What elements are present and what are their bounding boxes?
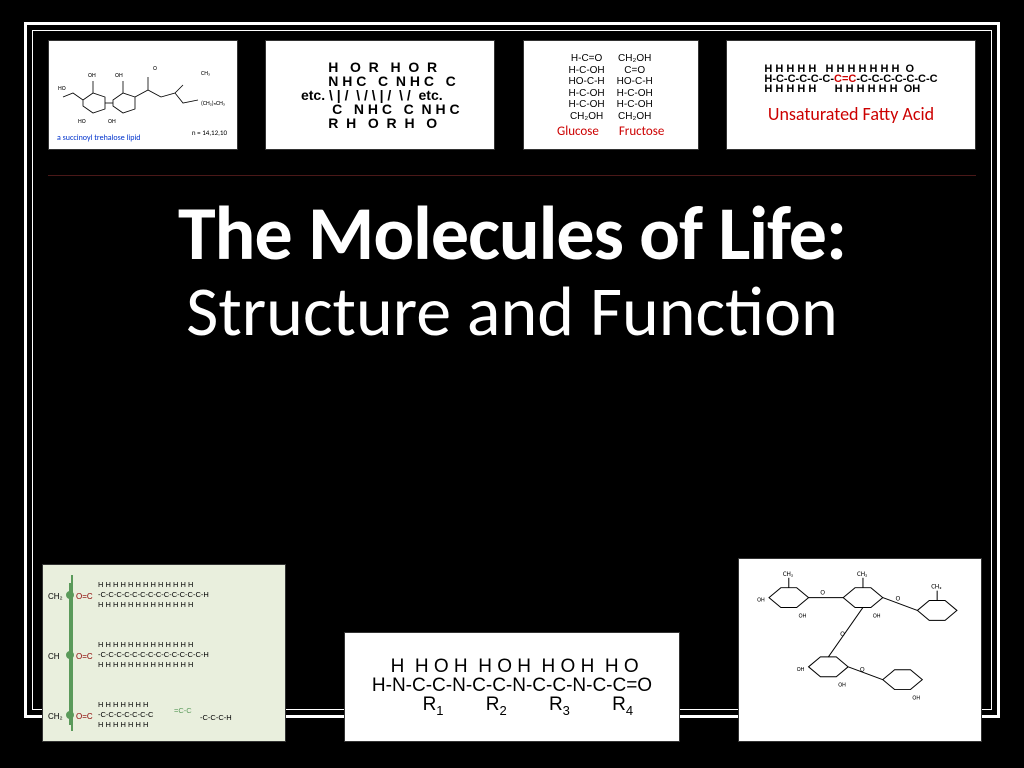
svg-text:OH: OH	[912, 693, 920, 701]
svg-text:O: O	[153, 64, 157, 72]
svg-text:O=C: O=C	[76, 712, 93, 721]
glucose-structure: H-C=O H-C-OH HO-C-H H-C-OH H-C-OH CH₂OH	[569, 53, 605, 122]
svg-text:CH₃: CH₃	[201, 69, 210, 77]
svg-text:(CH₂)ₙCH₃: (CH₂)ₙCH₃	[201, 99, 225, 107]
trehalose-caption: a succinoyl trehalose lipid	[57, 133, 140, 143]
top-image-row: O CH₃ (CH₂)ₙCH₃ HO OH OH HO OH a succino…	[48, 40, 976, 150]
svg-text:H H H H H H H H H H H H H: H H H H H H H H H H H H H	[98, 600, 193, 609]
svg-text:-C-C-C-C-C-C-C: -C-C-C-C-C-C-C	[98, 710, 154, 719]
svg-text:OH: OH	[873, 611, 881, 619]
svg-text:H H H H H H H H H H H H H: H H H H H H H H H H H H H	[98, 640, 193, 649]
molecule-image-fatty-acid: H H H H H H H H H H H H O H-C-C-C-C-C-C=…	[726, 40, 976, 150]
slide-title-block: The Molecules of Life: Structure and Fun…	[0, 195, 1024, 348]
molecule-image-sugars: H-C=O H-C-OH HO-C-H H-C-OH H-C-OH CH₂OH …	[523, 40, 699, 150]
peptide-structure-text: H O R H O R N H C C N H C C etc. \ | / \…	[301, 60, 460, 130]
title-main: The Molecules of Life:	[0, 195, 1024, 275]
molecule-image-peptide-backbone: H O R H O R N H C C N H C C etc. \ | / \…	[265, 40, 495, 150]
trehalose-note: n = 14,12,10	[192, 128, 227, 137]
svg-text:OH: OH	[88, 71, 96, 79]
svg-text:O=C: O=C	[76, 592, 93, 601]
molecule-image-polypeptide: H H O H H O H H O H H O H-N-C-C-N-C-C-N-…	[344, 632, 680, 742]
svg-text:O: O	[896, 594, 901, 603]
bottom-image-row: CH₂ CH CH₂ O=C O=C O=C H H H H H H H H H H H…	[42, 558, 982, 742]
svg-text:CH₂: CH₂	[857, 569, 867, 578]
svg-text:OH: OH	[115, 71, 123, 79]
triglyceride-svg: CH₂ CH CH₂ O=C O=C O=C H H H H H H H H H H H…	[42, 565, 286, 741]
fructose-label: Fructose	[619, 124, 664, 139]
svg-text:H H H H H H H: H H H H H H H	[98, 720, 148, 729]
fructose-structure: CH₂OH C=O HO-C-H H-C-OH H-C-OH CH₂OH	[617, 53, 653, 122]
molecule-image-polysaccharide: CH₂ OH OH CH₂ OH CH₂ OH OH OH O O O O	[738, 558, 982, 742]
title-sub: Structure and Function	[0, 275, 1024, 349]
svg-text:OH: OH	[108, 117, 116, 125]
horizontal-divider	[48, 175, 976, 176]
svg-text:CH: CH	[48, 652, 60, 661]
svg-text:HO: HO	[58, 84, 66, 92]
glucose-label: Glucose	[557, 124, 599, 139]
svg-text:H H H H H H H H H H H H H: H H H H H H H H H H H H H	[98, 580, 193, 589]
svg-text:-C-C-C-C-C-C-C-C-C-C-C-C-C-H: -C-C-C-C-C-C-C-C-C-C-C-C-C-H	[98, 650, 209, 659]
svg-text:HO: HO	[78, 117, 86, 125]
fatty-acid-structure: H H H H H H H H H H H H O H-C-C-C-C-C-C=…	[764, 65, 937, 95]
fatty-acid-label: Unsaturated Fatty Acid	[768, 103, 934, 125]
svg-text:CH₂: CH₂	[931, 582, 941, 591]
svg-text:OH: OH	[799, 611, 807, 619]
svg-text:CH₂: CH₂	[783, 569, 793, 578]
svg-text:=C-C: =C-C	[174, 706, 192, 715]
svg-text:O: O	[820, 588, 825, 597]
svg-text:OH: OH	[797, 665, 805, 673]
svg-text:H H H H H H H H H H H H H: H H H H H H H H H H H H H	[98, 660, 193, 669]
svg-text:O: O	[840, 629, 845, 638]
svg-text:O: O	[860, 665, 865, 674]
trehalose-structure-svg: O CH₃ (CH₂)ₙCH₃ HO OH OH HO OH	[53, 55, 233, 135]
svg-text:O=C: O=C	[76, 652, 93, 661]
polysaccharide-svg: CH₂ OH OH CH₂ OH CH₂ OH OH OH O O O O	[738, 559, 982, 741]
svg-text:OH: OH	[757, 596, 765, 604]
molecule-image-trehalose-lipid: O CH₃ (CH₂)ₙCH₃ HO OH OH HO OH a succino…	[48, 40, 238, 150]
svg-text:-C-C-C-C-C-C-C-C-C-C-C-C-C-H: -C-C-C-C-C-C-C-C-C-C-C-C-C-H	[98, 590, 209, 599]
svg-text:OH: OH	[838, 681, 846, 689]
molecule-image-triglyceride: CH₂ CH CH₂ O=C O=C O=C H H H H H H H H H H H…	[42, 564, 286, 742]
svg-text:CH₂: CH₂	[48, 712, 63, 721]
svg-text:H H H H H H H: H H H H H H H	[98, 700, 148, 709]
svg-text:-C-C-C-H: -C-C-C-H	[200, 713, 232, 722]
polypeptide-structure: H H O H H O H H O H H O H-N-C-C-N-C-C-N-…	[372, 657, 652, 717]
svg-text:CH₂: CH₂	[48, 592, 63, 601]
